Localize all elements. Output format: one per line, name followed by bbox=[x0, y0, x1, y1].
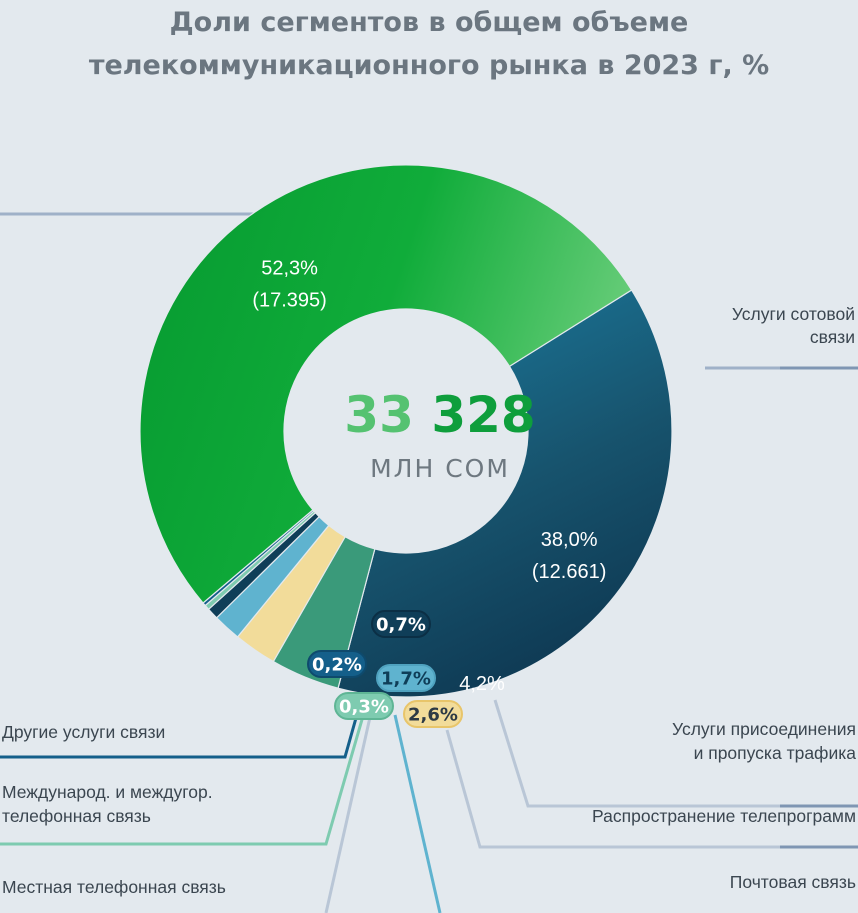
slice-label-internet: 52,3% bbox=[261, 257, 318, 279]
category-labels: Услуги сотовой связи Услуги присоединения и… bbox=[2, 304, 856, 897]
slice-label-mobile: 38,0% bbox=[541, 529, 598, 551]
slice-sublabel-internet: (17.395) bbox=[252, 289, 327, 311]
leader-line-broadcast bbox=[445, 729, 858, 849]
center-total-unit: МЛН СОМ bbox=[370, 454, 510, 483]
category-label-intl: Международ. и междугор. bbox=[2, 782, 213, 802]
category-label-postal: Почтовая связь bbox=[730, 872, 856, 892]
category-label-other: Другие услуги связи bbox=[2, 722, 165, 742]
leader-line-postal bbox=[393, 714, 442, 913]
slice-label-interconnect: 4,2% bbox=[459, 673, 505, 695]
category-label-broadcast: Распространение телепрограмм bbox=[592, 806, 856, 826]
badge-label-local: 0,7% bbox=[376, 615, 426, 636]
badge-postal bbox=[376, 664, 436, 692]
category-label-intl-line2: телефонная связь bbox=[2, 806, 151, 826]
slice-sublabel-mobile: (12.661) bbox=[532, 561, 607, 583]
donut-hole bbox=[284, 309, 528, 553]
category-label-interconnect-line2: и пропуска трафика bbox=[694, 743, 857, 763]
category-label-mobile: Услуги сотовой bbox=[732, 304, 855, 324]
chart-title-line1: Доли сегментов в общем объеме bbox=[170, 7, 689, 38]
badge-label-postal: 1,7% bbox=[381, 669, 431, 690]
badge-label-intl: 0,3% bbox=[339, 697, 389, 718]
chart-title-line2: телекоммуникационного рынка в 2023 г, % bbox=[89, 50, 769, 81]
category-label-mobile-line2: связи bbox=[810, 327, 855, 347]
center-total-value-part1: 33 bbox=[344, 386, 414, 444]
category-label-local: Местная телефонная связь bbox=[2, 877, 226, 897]
center-total-value: 33 328 bbox=[344, 386, 535, 444]
small-slice-badges: 0,7% 0,2% 1,7% 0,3% 2,6% bbox=[307, 610, 463, 728]
badge-other bbox=[307, 650, 367, 678]
badge-label-broadcast: 2,6% bbox=[408, 705, 458, 726]
center-total-value-part2: 328 bbox=[431, 386, 535, 444]
slice-value-labels: 38,0% (12.661) 52,3% (17.395) 4,2% bbox=[252, 257, 606, 695]
badge-local bbox=[371, 610, 431, 638]
category-label-interconnect: Услуги присоединения bbox=[672, 719, 856, 739]
badge-intl bbox=[334, 692, 394, 720]
leader-line-interconnect bbox=[493, 699, 858, 808]
badge-broadcast bbox=[403, 700, 463, 728]
badge-label-other: 0,2% bbox=[312, 655, 362, 676]
